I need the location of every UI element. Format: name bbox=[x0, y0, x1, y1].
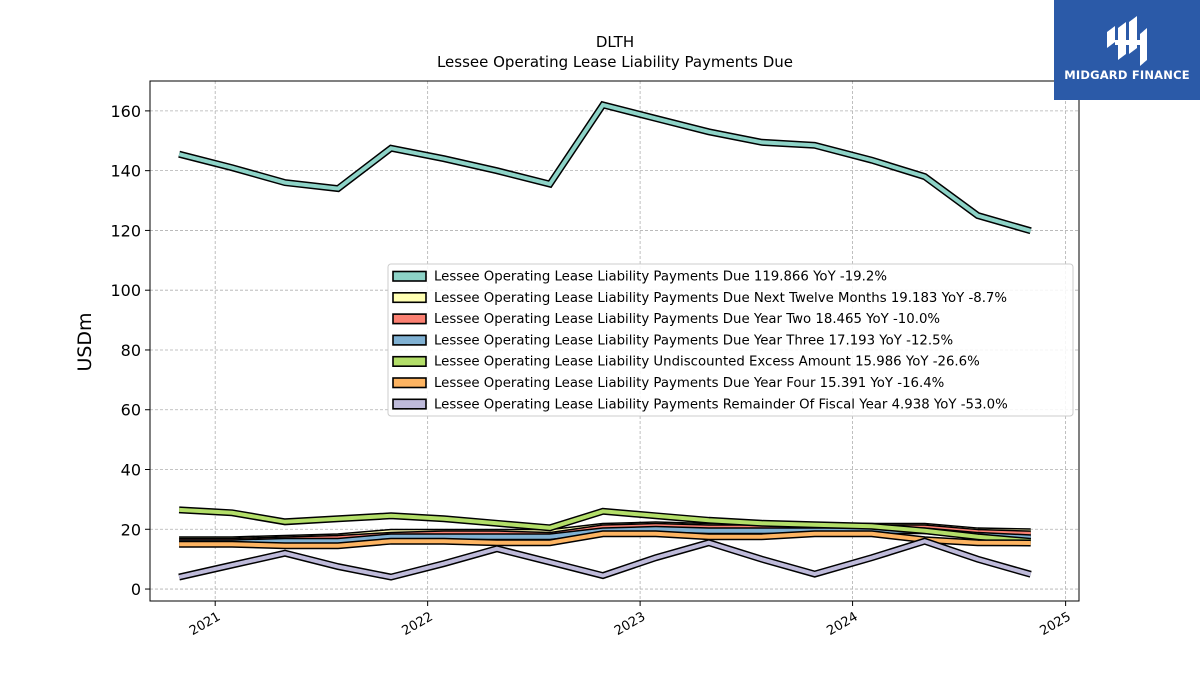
series-payments-due bbox=[178, 100, 1032, 235]
plot-frame bbox=[149, 80, 1080, 602]
legend-label: Lessee Operating Lease Liability Payment… bbox=[434, 376, 944, 391]
x-tick-label: 2021 bbox=[187, 609, 223, 639]
x-axis: 2021 2022 2023 2024 2025 bbox=[187, 601, 1074, 639]
chart-subtitle: Lessee Operating Lease Liability Payment… bbox=[437, 53, 793, 71]
y-tick-label: 40 bbox=[121, 461, 141, 480]
legend-swatch bbox=[392, 334, 427, 346]
x-tick-label: 2025 bbox=[1037, 609, 1073, 639]
chart-title: DLTH bbox=[596, 33, 634, 51]
midgard-finance-logo: MIDGARD FINANCE bbox=[1054, 0, 1200, 100]
legend-swatch bbox=[392, 398, 427, 410]
series-layer bbox=[178, 100, 1032, 581]
y-tick-label: 20 bbox=[121, 520, 141, 539]
x-tick-label: 2022 bbox=[399, 609, 435, 639]
legend-swatch bbox=[392, 270, 427, 282]
series-line bbox=[178, 102, 1032, 233]
x-tick-label: 2024 bbox=[824, 609, 860, 639]
legend-label: Lessee Operating Lease Liability Undisco… bbox=[434, 355, 980, 370]
series-line bbox=[179, 531, 1031, 548]
legend-box bbox=[387, 263, 1074, 417]
legend-label: Lessee Operating Lease Liability Payment… bbox=[434, 291, 1007, 306]
y-tick-label: 100 bbox=[110, 281, 141, 300]
y-tick-label: 120 bbox=[110, 221, 141, 240]
y-tick-label: 80 bbox=[121, 341, 141, 360]
logo-text: MIDGARD FINANCE bbox=[1064, 68, 1190, 82]
legend-label: Lessee Operating Lease Liability Payment… bbox=[434, 270, 887, 285]
legend-swatch bbox=[392, 377, 427, 389]
y-tick-label: 140 bbox=[110, 162, 141, 181]
legend-swatch bbox=[392, 313, 427, 325]
series-undiscounted-excess bbox=[178, 506, 1032, 545]
y-tick-label: 160 bbox=[110, 102, 141, 121]
series-year-four bbox=[179, 530, 1031, 550]
series-line bbox=[178, 539, 1032, 580]
y-axis-label: USDm bbox=[74, 312, 96, 371]
legend-label: Lessee Operating Lease Liability Payment… bbox=[434, 333, 953, 348]
legend: Lessee Operating Lease Liability Payment… bbox=[387, 263, 1074, 417]
y-tick-label: 0 bbox=[131, 580, 141, 599]
series-line bbox=[178, 507, 1031, 544]
legend-label: Lessee Operating Lease Liability Payment… bbox=[434, 312, 940, 327]
x-tick-label: 2023 bbox=[612, 609, 648, 639]
y-tick-label: 60 bbox=[121, 401, 141, 420]
legend-swatch bbox=[392, 291, 427, 304]
logo-mark-icon bbox=[1107, 16, 1147, 66]
legend-label: Lessee Operating Lease Liability Payment… bbox=[434, 397, 1008, 412]
y-axis: 0 20 40 60 80 100 120 140 160 bbox=[110, 102, 150, 599]
legend-swatch bbox=[392, 355, 427, 368]
series-remainder-fiscal-year bbox=[178, 537, 1032, 581]
